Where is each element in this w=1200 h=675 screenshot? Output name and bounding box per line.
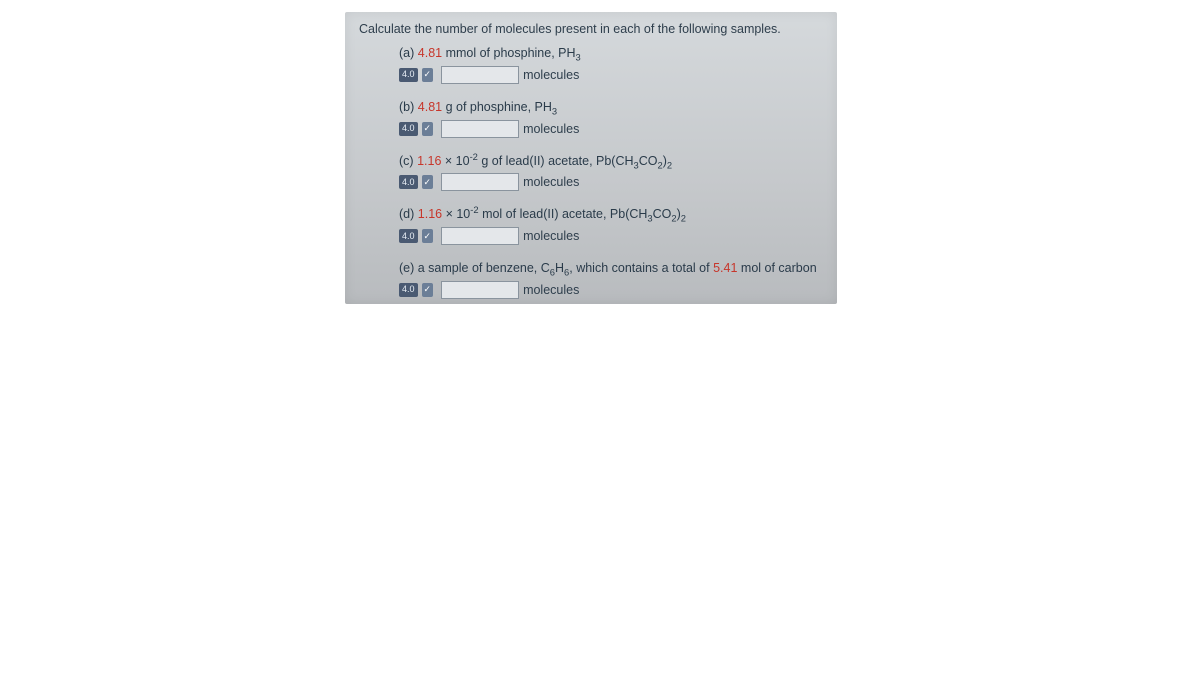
label-e: (e) [399, 261, 414, 275]
text-a1: mmol of phosphine, PH [442, 46, 575, 60]
value-b: 4.81 [418, 100, 442, 114]
answer-input-d[interactable] [441, 227, 519, 245]
question-d: (d) 1.16 × 10-2 mol of lead(II) acetate,… [399, 205, 823, 224]
unit-a: molecules [523, 68, 579, 82]
unit-e: molecules [523, 283, 579, 297]
sup-c: -2 [470, 151, 478, 161]
label-a: (a) [399, 46, 414, 60]
text-c1: g of lead(II) acetate, Pb(CH [478, 154, 634, 168]
answer-input-c[interactable] [441, 173, 519, 191]
label-c: (c) [399, 154, 414, 168]
answer-input-b[interactable] [441, 120, 519, 138]
mid-e1: H [555, 261, 564, 275]
sub-a1: 3 [576, 53, 581, 63]
post-e: mol of carbon [737, 261, 816, 275]
text-b1: g of phosphine, PH [442, 100, 552, 114]
question-header: Calculate the number of molecules presen… [359, 22, 823, 36]
text-d1: mol of lead(II) acetate, Pb(CH [479, 207, 648, 221]
points-badge-c: 4.0 [399, 175, 418, 189]
answer-row-b: 4.0 ✓ molecules [399, 120, 823, 138]
answer-row-e: 4.0 ✓ molecules [399, 281, 823, 299]
question-a: (a) 4.81 mmol of phosphine, PH3 [399, 44, 823, 63]
times-c: × 10 [441, 154, 469, 168]
label-d: (d) [399, 207, 414, 221]
check-icon-c: ✓ [422, 175, 434, 189]
unit-d: molecules [523, 229, 579, 243]
answer-input-a[interactable] [441, 66, 519, 84]
value-d: 1.16 [418, 207, 442, 221]
sub-b1: 3 [552, 106, 557, 116]
points-badge-b: 4.0 [399, 122, 418, 136]
check-icon-d: ✓ [422, 229, 434, 243]
question-panel: Calculate the number of molecules presen… [345, 12, 837, 304]
answer-input-e[interactable] [441, 281, 519, 299]
pre-e: a sample of benzene, C [414, 261, 550, 275]
question-b: (b) 4.81 g of phosphine, PH3 [399, 98, 823, 117]
mid-e2: , which contains a total of [569, 261, 713, 275]
value-a: 4.81 [418, 46, 442, 60]
unit-c: molecules [523, 175, 579, 189]
sub-d3: 2 [681, 214, 686, 224]
answer-row-a: 4.0 ✓ molecules [399, 66, 823, 84]
points-badge-e: 4.0 [399, 283, 418, 297]
times-d: × 10 [442, 207, 470, 221]
question-c: (c) 1.16 × 10-2 g of lead(II) acetate, P… [399, 152, 823, 171]
check-icon-a: ✓ [422, 68, 434, 82]
check-icon-e: ✓ [422, 283, 434, 297]
points-badge-d: 4.0 [399, 229, 418, 243]
answer-row-d: 4.0 ✓ molecules [399, 227, 823, 245]
sub-c3: 2 [667, 160, 672, 170]
text-d2: CO [653, 207, 672, 221]
value-e: 5.41 [713, 261, 737, 275]
answer-row-c: 4.0 ✓ molecules [399, 173, 823, 191]
label-b: (b) [399, 100, 414, 114]
unit-b: molecules [523, 122, 579, 136]
sup-d: -2 [470, 205, 478, 215]
points-badge-a: 4.0 [399, 68, 418, 82]
question-e: (e) a sample of benzene, C6H6, which con… [399, 259, 823, 278]
text-c2: CO [639, 154, 658, 168]
value-c: 1.16 [417, 154, 441, 168]
check-icon-b: ✓ [422, 122, 434, 136]
